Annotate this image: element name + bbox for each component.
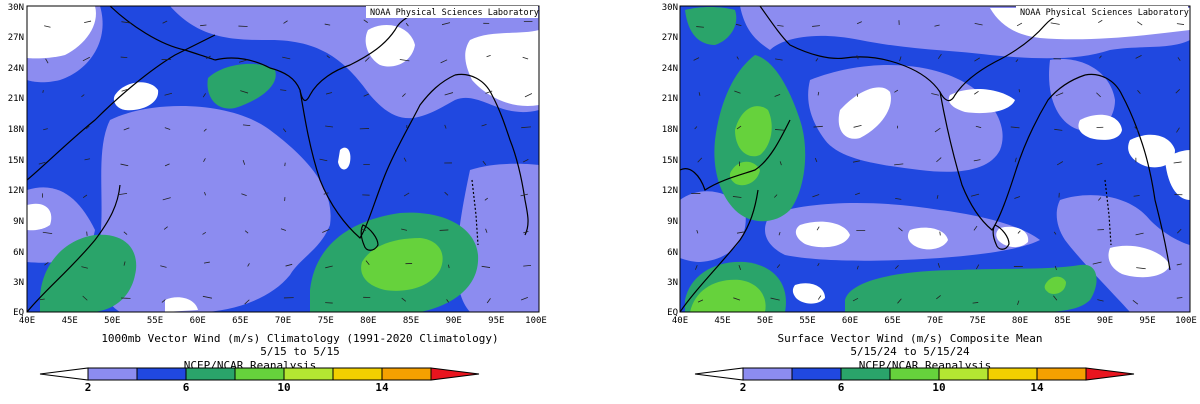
lon-label: 100E [1175, 316, 1197, 326]
color-bar-tick-label: 14 [1030, 381, 1044, 394]
color-bar-swatch [137, 368, 186, 380]
color-bar-tick-label: 14 [375, 381, 389, 394]
lon-label: 55E [799, 316, 815, 326]
longitude-labels: 40E 45E 50E 55E 60E 65E 70E 75E 80E 85E … [19, 316, 547, 326]
lon-label: 75E [318, 316, 334, 326]
color-bar-swatch [743, 368, 792, 380]
lon-label: 70E [927, 316, 943, 326]
lon-label: 85E [1054, 316, 1070, 326]
color-bar-swatch [40, 368, 88, 380]
color-bar: 2 6 10 14 [40, 368, 479, 394]
color-bar-tick-label: 2 [740, 381, 747, 394]
climatology-map: NOAA Physical Sciences Laboratory 40E 45… [0, 0, 560, 400]
credit-text: NOAA Physical Sciences Laboratory [370, 8, 539, 18]
lat-label: 30N [662, 3, 678, 13]
lon-label: 90E [446, 316, 462, 326]
color-bar-swatch [88, 368, 137, 380]
color-bar-swatch [186, 368, 235, 380]
lat-label: 15N [662, 156, 678, 166]
lon-label: 50E [757, 316, 773, 326]
map-title: 1000mb Vector Wind (m/s) Climatology (19… [101, 332, 498, 345]
lat-label: 6N [13, 248, 24, 258]
lat-label: 18N [8, 125, 24, 135]
lat-label: 12N [662, 186, 678, 196]
lon-label: 90E [1097, 316, 1113, 326]
lat-label: 24N [8, 64, 24, 74]
lat-label: 9N [13, 217, 24, 227]
composite-map-panel: NOAA Physical Sciences Laboratory 40E 45… [660, 0, 1200, 400]
lat-label: 18N [662, 125, 678, 135]
lon-label: 65E [232, 316, 248, 326]
lon-label: 80E [360, 316, 376, 326]
lat-label: 15N [8, 156, 24, 166]
lon-label: 95E [1139, 316, 1155, 326]
lat-label: 30N [8, 3, 24, 13]
lon-label: 60E [842, 316, 858, 326]
color-bar-swatch [382, 368, 431, 380]
wind-vector [121, 57, 128, 58]
lat-label: 21N [8, 94, 24, 104]
color-bar-swatch [431, 368, 479, 380]
lon-label: 100E [525, 316, 547, 326]
color-bar-swatch [1086, 368, 1134, 380]
color-bar-swatch [939, 368, 988, 380]
lat-label: EQ [13, 308, 24, 318]
lon-label: 50E [104, 316, 120, 326]
wind-vector [43, 90, 44, 93]
lat-label: 27N [8, 33, 24, 43]
lat-label: 27N [662, 33, 678, 43]
color-bar-swatch [284, 368, 333, 380]
longitude-labels: 40E 45E 50E 55E 60E 65E 70E 75E 80E 85E … [672, 316, 1197, 326]
color-bar-swatch [841, 368, 890, 380]
lon-label: 75E [969, 316, 985, 326]
color-bar: 2 6 10 14 [695, 368, 1134, 394]
color-bar-swatch [792, 368, 841, 380]
color-bar-swatch [695, 368, 743, 380]
lat-label: 6N [667, 248, 678, 258]
color-bar-tick-label: 10 [932, 381, 945, 394]
lon-label: 95E [488, 316, 504, 326]
color-bar-swatch [1037, 368, 1086, 380]
lat-label: 3N [13, 278, 24, 288]
map-title: Surface Vector Wind (m/s) Composite Mean [778, 332, 1043, 345]
color-bar-tick-label: 6 [838, 381, 845, 394]
lon-label: 45E [62, 316, 78, 326]
lon-label: 45E [714, 316, 730, 326]
lat-label: 12N [8, 186, 24, 196]
latitude-labels: EQ 3N 6N 9N 12N 15N 18N 21N 24N 27N 30N [8, 3, 24, 318]
lon-label: 60E [190, 316, 206, 326]
composite-map: NOAA Physical Sciences Laboratory 40E 45… [660, 0, 1200, 400]
wind-speed-contours [680, 6, 1190, 312]
lon-label: 80E [1012, 316, 1028, 326]
climatology-map-panel: NOAA Physical Sciences Laboratory 40E 45… [0, 0, 560, 400]
lat-label: 21N [662, 94, 678, 104]
color-bar-swatch [890, 368, 939, 380]
color-bar-tick-label: 10 [277, 381, 290, 394]
lon-label: 85E [403, 316, 419, 326]
color-bar-swatch [333, 368, 382, 380]
lon-label: 70E [275, 316, 291, 326]
map-date-range: 5/15/24 to 5/15/24 [850, 345, 970, 358]
color-bar-swatch [235, 368, 284, 380]
wind-speed-contours [27, 6, 539, 312]
lat-label: 24N [662, 64, 678, 74]
color-bar-swatch [988, 368, 1037, 380]
lat-label: 9N [667, 217, 678, 227]
latitude-labels: EQ 3N 6N 9N 12N 15N 18N 21N 24N 27N 30N [662, 3, 678, 318]
wind-vector [440, 230, 449, 231]
lat-label: EQ [667, 308, 678, 318]
lat-label: 3N [667, 278, 678, 288]
color-bar-tick-label: 2 [85, 381, 92, 394]
lon-label: 55E [147, 316, 163, 326]
wind-vector [940, 232, 941, 236]
color-bar-tick-label: 6 [183, 381, 190, 394]
map-date-range: 5/15 to 5/15 [260, 345, 339, 358]
lon-label: 65E [884, 316, 900, 326]
credit-text: NOAA Physical Sciences Laboratory [1020, 8, 1189, 18]
